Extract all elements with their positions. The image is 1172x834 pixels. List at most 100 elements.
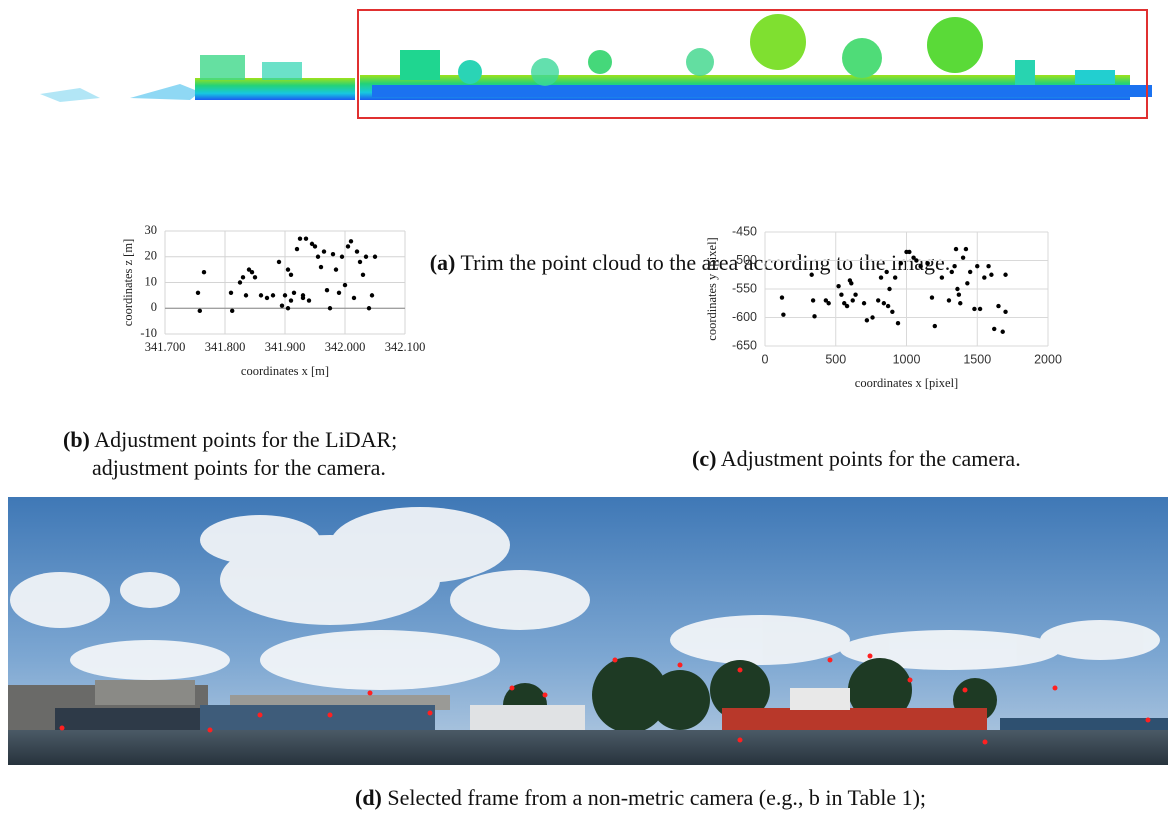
x-tick-label: 2000 — [1034, 352, 1062, 366]
point — [865, 318, 869, 322]
x-tick-label: 1000 — [893, 352, 921, 366]
point — [982, 275, 986, 279]
point — [283, 293, 287, 297]
point — [955, 287, 959, 291]
point — [907, 250, 911, 254]
charts: -100102030341.700341.800341.900342.00034… — [121, 223, 1062, 390]
point — [361, 273, 365, 277]
point — [918, 264, 922, 268]
point — [304, 237, 308, 241]
point — [230, 309, 234, 313]
point — [839, 293, 843, 297]
point — [836, 284, 840, 288]
point — [996, 304, 1000, 308]
point — [229, 291, 233, 295]
point — [202, 270, 206, 274]
y-tick-label: -450 — [732, 224, 757, 238]
point — [307, 298, 311, 302]
point — [265, 296, 269, 300]
point — [975, 264, 979, 268]
caption-c: (c) Adjustment points for the camera. — [692, 446, 1021, 471]
y-axis-label: coordinates z [m] — [121, 239, 135, 326]
page: (a) Trim the point cloud to the area acc… — [0, 0, 1172, 834]
point — [930, 295, 934, 299]
caption-text: Selected frame from a non-metric camera … — [387, 785, 926, 810]
point — [957, 293, 961, 297]
point — [289, 298, 293, 302]
point — [882, 301, 886, 305]
point — [876, 298, 880, 302]
point — [862, 301, 866, 305]
point — [986, 264, 990, 268]
y-tick-label: 10 — [145, 274, 158, 288]
point — [277, 260, 281, 264]
point — [884, 270, 888, 274]
caption-text: Adjustment points for the LiDAR; — [94, 427, 397, 452]
camera-frame-image — [8, 497, 1168, 765]
point-cloud-image — [40, 10, 1152, 118]
point — [1003, 273, 1007, 277]
point — [334, 267, 338, 271]
point — [780, 295, 784, 299]
point — [373, 255, 377, 259]
point — [926, 261, 930, 265]
y-tick-label: -10 — [140, 326, 157, 340]
caption-text: Adjustment points for the camera. — [721, 446, 1021, 471]
x-tick-label: 341.700 — [145, 340, 186, 354]
point — [989, 273, 993, 277]
point — [198, 309, 202, 313]
point — [349, 239, 353, 243]
x-tick-label: 500 — [825, 352, 846, 366]
point — [870, 315, 874, 319]
point — [241, 275, 245, 279]
point — [914, 258, 918, 262]
point — [322, 249, 326, 253]
point — [301, 293, 305, 297]
point — [343, 283, 347, 287]
point — [890, 310, 894, 314]
x-tick-label: 342.100 — [385, 340, 426, 354]
point — [812, 314, 816, 318]
point — [965, 281, 969, 285]
caption-label: (a) — [430, 250, 456, 275]
x-tick-label: 341.800 — [205, 340, 246, 354]
caption-d: (d) Selected frame from a non-metric cam… — [355, 785, 926, 810]
point — [295, 247, 299, 251]
point — [851, 298, 855, 302]
point — [781, 312, 785, 316]
point — [954, 247, 958, 251]
y-tick-label: -550 — [732, 281, 757, 295]
point — [887, 287, 891, 291]
point — [845, 304, 849, 308]
point — [933, 324, 937, 328]
x-tick-label: 0 — [762, 352, 769, 366]
figure: (a) Trim the point cloud to the area acc… — [0, 0, 1172, 834]
point — [811, 298, 815, 302]
point — [879, 275, 883, 279]
point — [289, 273, 293, 277]
point — [280, 303, 284, 307]
point — [961, 255, 965, 259]
caption-label: (c) — [692, 446, 716, 471]
point — [244, 293, 248, 297]
y-tick-label: 0 — [151, 300, 157, 314]
point — [298, 237, 302, 241]
point — [849, 281, 853, 285]
point — [968, 270, 972, 274]
x-tick-label: 1500 — [963, 352, 991, 366]
caption-b-line2: adjustment points for the camera. — [92, 455, 386, 480]
point — [238, 280, 242, 284]
point — [331, 252, 335, 256]
y-tick-label: -650 — [732, 338, 757, 352]
point — [978, 307, 982, 311]
point — [940, 275, 944, 279]
point — [370, 293, 374, 297]
point — [316, 255, 320, 259]
point — [346, 244, 350, 248]
point — [352, 296, 356, 300]
point — [809, 273, 813, 277]
point — [964, 247, 968, 251]
point — [952, 264, 956, 268]
point — [899, 261, 903, 265]
y-tick-label: 30 — [145, 223, 158, 237]
